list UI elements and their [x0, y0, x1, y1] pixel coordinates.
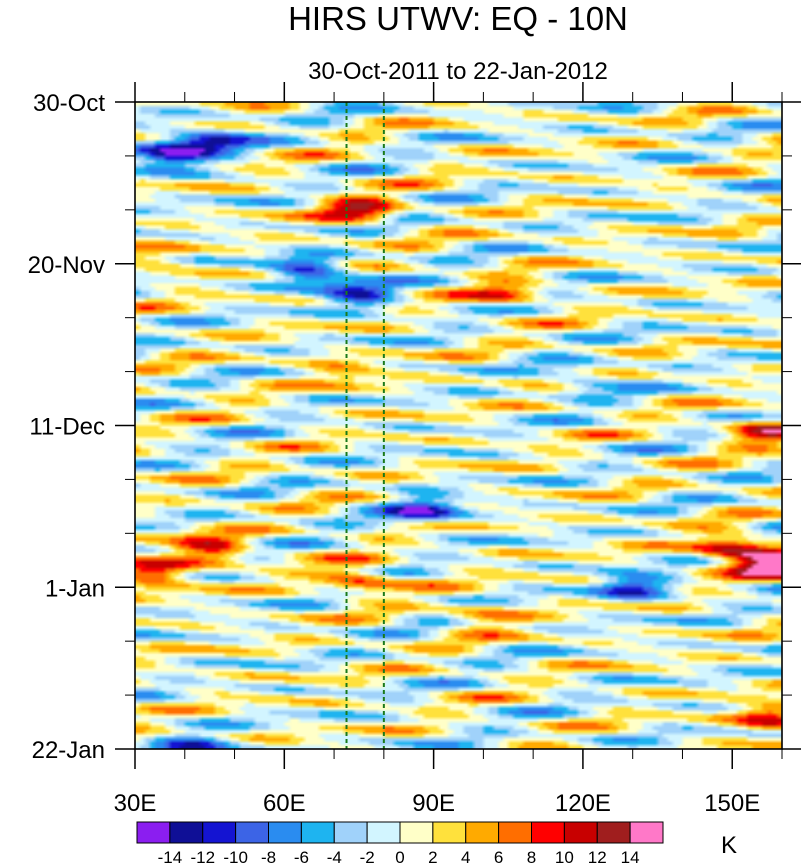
y-tick-label: 20-Nov: [28, 252, 105, 279]
colorbar-swatch: [136, 821, 171, 844]
colorbar-swatch: [300, 821, 335, 844]
x-tick-label: 30E: [114, 790, 157, 817]
colorbar-label: 14: [621, 848, 640, 864]
colorbar-swatch: [465, 821, 500, 844]
plot-area: [135, 102, 782, 749]
y-tick-label: 11-Dec: [29, 414, 105, 441]
colorbar-swatch: [432, 821, 467, 844]
colorbar-label: -12: [190, 848, 215, 864]
x-tick-label: 150E: [704, 790, 760, 817]
colorbar-swatch: [268, 821, 302, 844]
colorbar-swatch: [629, 821, 664, 844]
colorbar-label: 6: [494, 848, 503, 864]
colorbar-label: -2: [360, 848, 375, 864]
colorbar-label: 0: [395, 848, 404, 864]
x-tick-label: 90E: [412, 790, 455, 817]
colorbar-label: 12: [588, 848, 607, 864]
y-axis: 30-Oct 20-Nov 11-Dec 1-Jan 22-Jan: [28, 90, 801, 764]
colorbar-label: 10: [555, 848, 574, 864]
reference-lines: [345, 102, 385, 749]
colorbar: -14 -12 -10 -8 -6 -4 -2 0 2 4 6 8 10 12 14: [136, 821, 664, 864]
chart-subtitle: 30-Oct-2011 to 22-Jan-2012: [308, 58, 608, 85]
colorbar-label: 8: [527, 848, 536, 864]
x-axis: 30E 60E 90E 120E 150E: [114, 82, 783, 817]
colorbar-swatch: [531, 821, 565, 844]
colorbar-label: -8: [261, 848, 276, 864]
colorbar-swatch: [235, 821, 269, 844]
colorbar-swatch: [596, 821, 631, 844]
y-tick-label: 22-Jan: [32, 737, 105, 764]
colorbar-swatch: [169, 821, 204, 844]
colorbar-label: 4: [461, 848, 470, 864]
colorbar-swatch: [498, 821, 532, 844]
colorbar-label: -4: [327, 848, 342, 864]
colorbar-swatch: [563, 821, 598, 844]
colorbar-label: -6: [294, 848, 309, 864]
heatmap-field: [135, 102, 782, 749]
y-tick-label: 1-Jan: [45, 575, 105, 602]
y-tick-label: 30-Oct: [33, 90, 105, 117]
colorbar-unit: K: [721, 832, 737, 859]
x-tick-label: 60E: [263, 790, 306, 817]
colorbar-swatch: [333, 821, 368, 844]
colorbar-label: -10: [223, 848, 248, 864]
colorbar-swatch: [366, 821, 401, 844]
chart-title: HIRS UTWV: EQ - 10N: [288, 0, 628, 37]
x-tick-label: 120E: [555, 790, 611, 817]
colorbar-swatch: [202, 821, 237, 844]
colorbar-label: -14: [158, 848, 183, 864]
colorbar-label: 2: [428, 848, 437, 864]
colorbar-swatch: [399, 821, 434, 844]
